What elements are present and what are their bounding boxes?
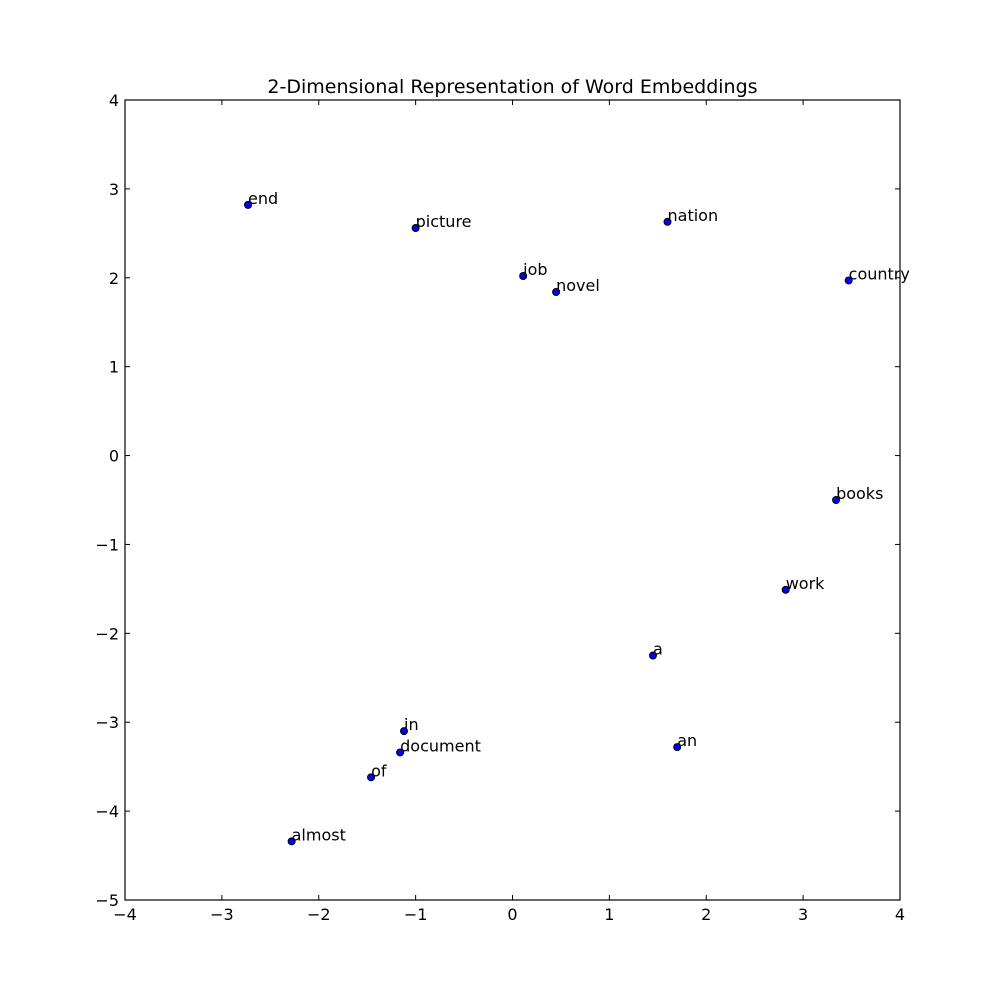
x-tick-label: 3 (798, 905, 808, 924)
scatter-point (552, 288, 561, 296)
point-label: an (677, 731, 697, 750)
point-label: novel (556, 276, 600, 295)
x-tick-label: 0 (507, 905, 517, 924)
y-tick-label: 1 (109, 358, 119, 377)
scatter-point (781, 585, 790, 594)
y-axis: −5 −4 −3 −2 −1 0 1 2 3 4 (95, 91, 900, 910)
data-points: end picture nation job novel country books work… (244, 189, 910, 846)
x-tick-label: 2 (701, 905, 711, 924)
y-tick-label: 3 (109, 180, 119, 199)
point-label: document (400, 736, 481, 755)
y-tick-label: −5 (95, 891, 119, 910)
scatter-point (663, 217, 672, 226)
x-tick-label: −1 (404, 905, 428, 924)
point-label: nation (668, 206, 719, 225)
point-label: job (522, 260, 547, 279)
point-label: in (404, 715, 419, 734)
scatter-point (244, 200, 253, 209)
point-label: picture (416, 212, 472, 231)
y-tick-label: 4 (109, 91, 119, 110)
point-label: books (836, 484, 883, 503)
scatter-point (519, 272, 528, 280)
y-tick-label: 0 (109, 447, 119, 466)
x-tick-label: −2 (307, 905, 331, 924)
scatter-point (648, 651, 657, 660)
plot-area (124, 99, 901, 901)
point-label: almost (292, 825, 346, 844)
y-tick-label: −1 (95, 535, 119, 554)
point-label: a (653, 640, 663, 659)
scatter-point (367, 773, 376, 782)
x-tick-label: −3 (210, 905, 234, 924)
point-label: work (786, 574, 825, 593)
scatter-point (673, 743, 682, 752)
x-tick-label: 1 (604, 905, 614, 924)
x-tick-label: −4 (113, 905, 137, 924)
y-tick-label: −3 (95, 713, 119, 732)
scatter-point (400, 727, 408, 736)
point-label: country (849, 264, 910, 283)
chart-title: 2-Dimensional Representation of Word Emb… (267, 76, 757, 98)
y-tick-label: 2 (109, 269, 119, 288)
scatter-point (411, 224, 420, 232)
scatter-point (396, 748, 405, 757)
scatter-point (832, 496, 841, 504)
point-label: of (371, 761, 387, 780)
x-tick-label: 4 (895, 905, 905, 924)
scatter-point (844, 276, 853, 285)
scatter-point (287, 837, 296, 846)
y-tick-label: −4 (95, 802, 119, 821)
point-label: end (248, 189, 278, 208)
x-axis: −4 −3 −2 −1 0 1 2 3 4 (113, 100, 905, 924)
y-tick-label: −2 (95, 624, 119, 643)
